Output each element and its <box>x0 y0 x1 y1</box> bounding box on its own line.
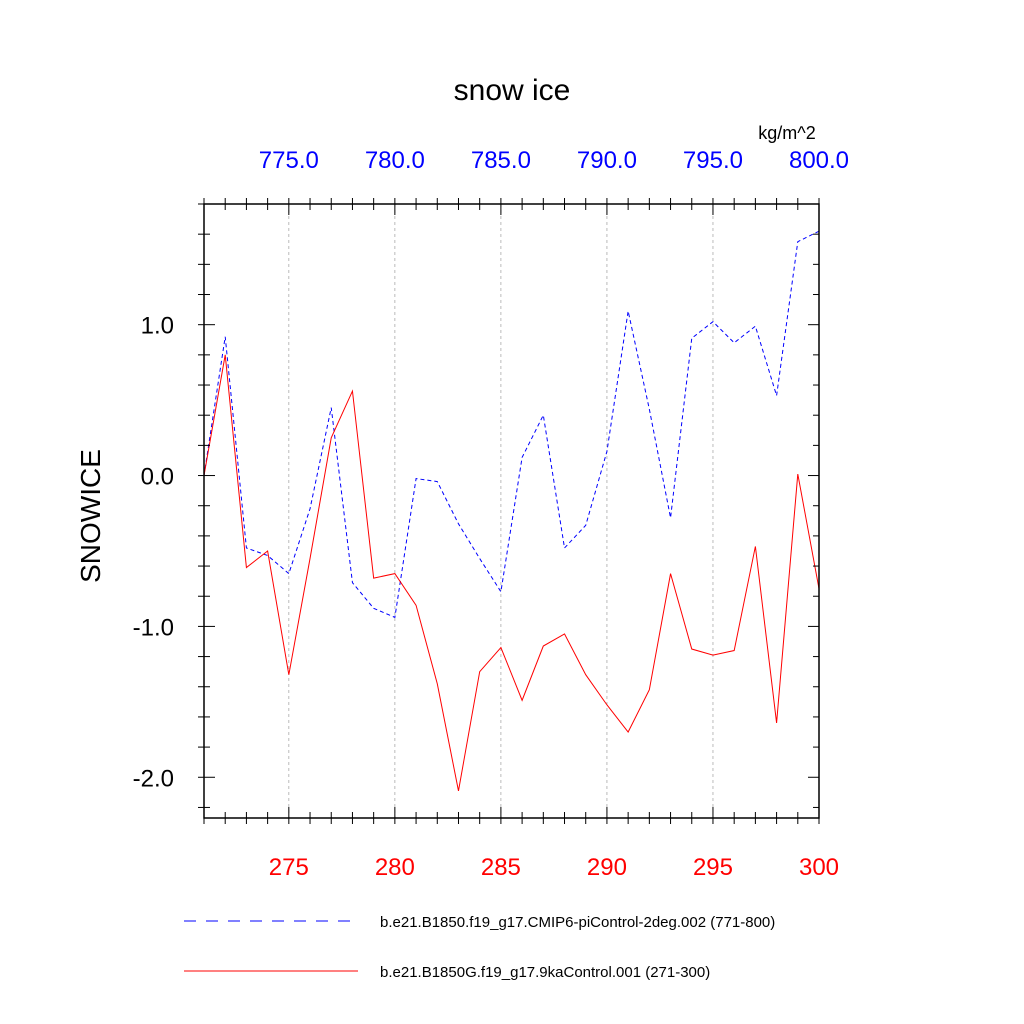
top-tick-label: 800.0 <box>789 147 849 174</box>
bottom-tick-label: 300 <box>799 854 839 881</box>
bottom-tick-label: 295 <box>693 854 733 881</box>
bottom-tick-label: 285 <box>481 854 521 881</box>
y-tick-label: 1.0 <box>141 313 174 340</box>
legend-label: b.e21.B1850G.f19_g17.9kaControl.001 (271… <box>380 964 710 981</box>
red-series-line <box>203 354 820 791</box>
bottom-tick-label: 280 <box>375 854 415 881</box>
y-tick-label: -2.0 <box>133 765 174 792</box>
chart-title: snow ice <box>454 74 571 107</box>
plot-frame <box>203 203 820 819</box>
top-tick-label: 775.0 <box>259 147 319 174</box>
blue-series-line <box>203 230 820 619</box>
y-tick-label: -1.0 <box>133 614 174 641</box>
legend: b.e21.B1850.f19_g17.CMIP6-piControl-2deg… <box>184 914 775 981</box>
bottom-tick-label: 275 <box>269 854 309 881</box>
top-tick-label: 790.0 <box>577 147 637 174</box>
legend-label: b.e21.B1850.f19_g17.CMIP6-piControl-2deg… <box>380 914 775 931</box>
gridlines <box>288 204 714 818</box>
units-label: kg/m^2 <box>758 123 815 143</box>
data-series <box>203 230 820 791</box>
axes: -2.0 -1.0 0.0 1.0 275 280 285 290 295 300 775.0 780… <box>133 147 849 881</box>
bottom-tick-label: 290 <box>587 854 627 881</box>
top-tick-label: 780.0 <box>365 147 425 174</box>
top-tick-label: 795.0 <box>683 147 743 174</box>
y-axis-label: SNOWICE <box>75 449 106 583</box>
y-tick-label: 0.0 <box>141 464 174 491</box>
top-tick-label: 785.0 <box>471 147 531 174</box>
